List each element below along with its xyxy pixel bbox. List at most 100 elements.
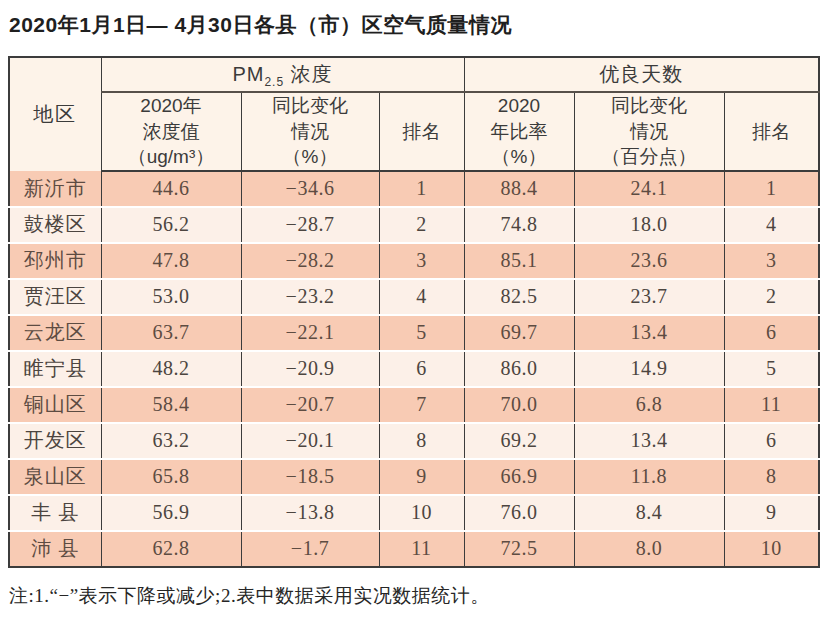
- cell-good-ratio: 72.5: [464, 531, 574, 567]
- cell-pm-change: −20.1: [241, 423, 379, 459]
- table-row: 睢宁县 48.2 −20.9 6 86.0 14.9 5: [9, 351, 819, 387]
- cell-pm-rank: 9: [379, 459, 464, 495]
- cell-good-ratio: 76.0: [464, 495, 574, 531]
- cell-pm-rank: 1: [379, 171, 464, 207]
- table-body: 新沂市 44.6 −34.6 1 88.4 24.1 1 鼓楼区 56.2 −2…: [9, 171, 819, 567]
- table-row: 邳州市 47.8 −28.2 3 85.1 23.6 3: [9, 243, 819, 279]
- air-quality-table: 地区 PM2.5 浓度 优良天数 2020年 浓度值 （ug/m³） 同比变化 …: [8, 56, 820, 568]
- pm25-label-base: PM: [232, 63, 264, 85]
- cell-region: 沛 县: [9, 531, 101, 567]
- pm25-label-rest: 浓度: [284, 63, 333, 85]
- cell-good-rank: 10: [724, 531, 819, 567]
- pm25-label-subscript: 2.5: [264, 75, 284, 89]
- cell-pm-value: 65.8: [101, 459, 241, 495]
- cell-region: 开发区: [9, 423, 101, 459]
- cell-pm-value: 53.0: [101, 279, 241, 315]
- cell-good-rank: 2: [724, 279, 819, 315]
- cell-region: 丰 县: [9, 495, 101, 531]
- cell-pm-change: −28.2: [241, 243, 379, 279]
- cell-pm-rank: 2: [379, 207, 464, 243]
- table-row: 泉山区 65.8 −18.5 9 66.9 11.8 8: [9, 459, 819, 495]
- col-header-good-change: 同比变化 情况 （百分点）: [574, 92, 724, 171]
- page: 2020年1月1日— 4月30日各县（市）区空气质量情况 地区 PM2.5 浓度…: [0, 0, 825, 620]
- cell-pm-change: −18.5: [241, 459, 379, 495]
- cell-good-change: 23.6: [574, 243, 724, 279]
- col-header-good-rank: 排名: [724, 92, 819, 171]
- header-group-row: 地区 PM2.5 浓度 优良天数: [9, 57, 819, 92]
- table-row: 新沂市 44.6 −34.6 1 88.4 24.1 1: [9, 171, 819, 207]
- cell-pm-rank: 11: [379, 531, 464, 567]
- cell-good-change: 8.0: [574, 531, 724, 567]
- cell-pm-rank: 8: [379, 423, 464, 459]
- cell-region: 云龙区: [9, 315, 101, 351]
- cell-good-ratio: 66.9: [464, 459, 574, 495]
- cell-good-change: 24.1: [574, 171, 724, 207]
- col-header-pm-value: 2020年 浓度值 （ug/m³）: [101, 92, 241, 171]
- table-header: 地区 PM2.5 浓度 优良天数 2020年 浓度值 （ug/m³） 同比变化 …: [9, 57, 819, 171]
- cell-pm-value: 44.6: [101, 171, 241, 207]
- cell-pm-change: −28.7: [241, 207, 379, 243]
- cell-good-change: 18.0: [574, 207, 724, 243]
- cell-good-change: 8.4: [574, 495, 724, 531]
- cell-good-ratio: 74.8: [464, 207, 574, 243]
- cell-good-change: 13.4: [574, 315, 724, 351]
- cell-good-rank: 1: [724, 171, 819, 207]
- col-group-good-days: 优良天数: [464, 57, 819, 92]
- cell-region: 睢宁县: [9, 351, 101, 387]
- cell-region: 鼓楼区: [9, 207, 101, 243]
- cell-pm-change: −20.9: [241, 351, 379, 387]
- cell-good-rank: 3: [724, 243, 819, 279]
- cell-good-rank: 6: [724, 423, 819, 459]
- cell-region: 贾汪区: [9, 279, 101, 315]
- cell-good-change: 14.9: [574, 351, 724, 387]
- cell-pm-change: −20.7: [241, 387, 379, 423]
- cell-pm-change: −13.8: [241, 495, 379, 531]
- cell-good-rank: 9: [724, 495, 819, 531]
- cell-good-rank: 4: [724, 207, 819, 243]
- col-group-pm25: PM2.5 浓度: [101, 57, 464, 92]
- cell-pm-rank: 4: [379, 279, 464, 315]
- cell-pm-value: 56.2: [101, 207, 241, 243]
- footnote: 注:1.“−”表示下降或减少;2.表中数据采用实况数据统计。: [9, 583, 818, 609]
- table-row: 云龙区 63.7 −22.1 5 69.7 13.4 6: [9, 315, 819, 351]
- cell-region: 铜山区: [9, 387, 101, 423]
- cell-good-ratio: 85.1: [464, 243, 574, 279]
- cell-good-ratio: 69.7: [464, 315, 574, 351]
- cell-pm-rank: 10: [379, 495, 464, 531]
- cell-good-ratio: 86.0: [464, 351, 574, 387]
- table-row: 鼓楼区 56.2 −28.7 2 74.8 18.0 4: [9, 207, 819, 243]
- cell-pm-value: 63.7: [101, 315, 241, 351]
- cell-pm-change: −34.6: [241, 171, 379, 207]
- cell-pm-rank: 5: [379, 315, 464, 351]
- cell-pm-value: 56.9: [101, 495, 241, 531]
- col-header-good-ratio: 2020 年比率 （%）: [464, 92, 574, 171]
- cell-pm-value: 48.2: [101, 351, 241, 387]
- cell-good-ratio: 69.2: [464, 423, 574, 459]
- cell-pm-value: 63.2: [101, 423, 241, 459]
- cell-pm-rank: 6: [379, 351, 464, 387]
- cell-pm-value: 47.8: [101, 243, 241, 279]
- cell-pm-value: 58.4: [101, 387, 241, 423]
- cell-good-rank: 5: [724, 351, 819, 387]
- cell-good-change: 23.7: [574, 279, 724, 315]
- cell-good-rank: 8: [724, 459, 819, 495]
- cell-good-change: 13.4: [574, 423, 724, 459]
- cell-good-ratio: 88.4: [464, 171, 574, 207]
- table-row: 沛 县 62.8 −1.7 11 72.5 8.0 10: [9, 531, 819, 567]
- col-header-pm-change: 同比变化 情况 （%）: [241, 92, 379, 171]
- page-title: 2020年1月1日— 4月30日各县（市）区空气质量情况: [9, 11, 818, 39]
- cell-good-rank: 6: [724, 315, 819, 351]
- cell-region: 泉山区: [9, 459, 101, 495]
- cell-good-ratio: 82.5: [464, 279, 574, 315]
- cell-region: 新沂市: [9, 171, 101, 207]
- cell-pm-rank: 7: [379, 387, 464, 423]
- table-row: 贾汪区 53.0 −23.2 4 82.5 23.7 2: [9, 279, 819, 315]
- col-header-pm-rank: 排名: [379, 92, 464, 171]
- table-row: 开发区 63.2 −20.1 8 69.2 13.4 6: [9, 423, 819, 459]
- cell-good-change: 11.8: [574, 459, 724, 495]
- header-sub-row: 2020年 浓度值 （ug/m³） 同比变化 情况 （%） 排名 2020 年比…: [9, 92, 819, 171]
- cell-pm-change: −22.1: [241, 315, 379, 351]
- cell-region: 邳州市: [9, 243, 101, 279]
- table-row: 铜山区 58.4 −20.7 7 70.0 6.8 11: [9, 387, 819, 423]
- table-row: 丰 县 56.9 −13.8 10 76.0 8.4 9: [9, 495, 819, 531]
